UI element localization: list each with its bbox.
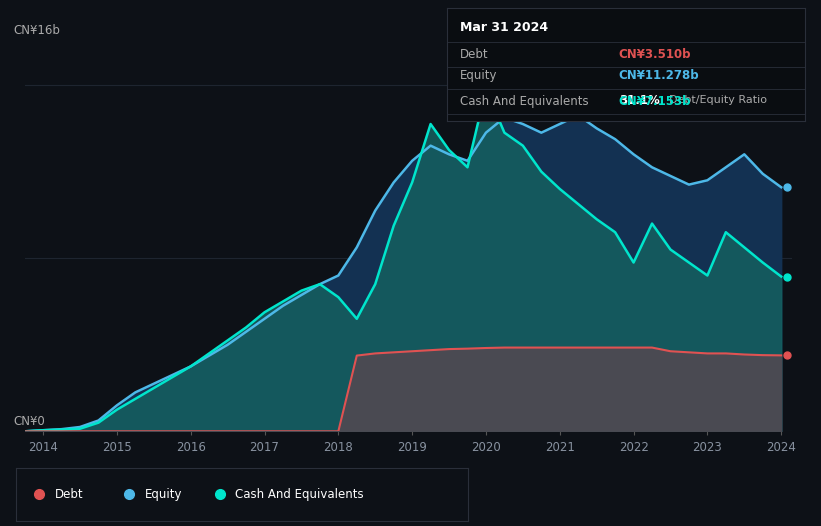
Text: Equity: Equity xyxy=(460,69,498,82)
Text: Debt/Equity Ratio: Debt/Equity Ratio xyxy=(669,95,767,105)
Text: CN¥16b: CN¥16b xyxy=(13,24,60,37)
Text: CN¥7.153b: CN¥7.153b xyxy=(619,95,691,108)
Text: CN¥0: CN¥0 xyxy=(13,414,45,428)
Text: Debt: Debt xyxy=(55,488,84,501)
Text: Debt: Debt xyxy=(460,48,488,61)
Text: 31.1%: 31.1% xyxy=(619,94,659,107)
Text: Mar 31 2024: Mar 31 2024 xyxy=(460,22,548,35)
Text: Equity: Equity xyxy=(145,488,182,501)
Text: Cash And Equivalents: Cash And Equivalents xyxy=(236,488,364,501)
Text: CN¥11.278b: CN¥11.278b xyxy=(619,69,699,82)
Text: CN¥3.510b: CN¥3.510b xyxy=(619,48,691,61)
Text: Cash And Equivalents: Cash And Equivalents xyxy=(460,95,589,108)
